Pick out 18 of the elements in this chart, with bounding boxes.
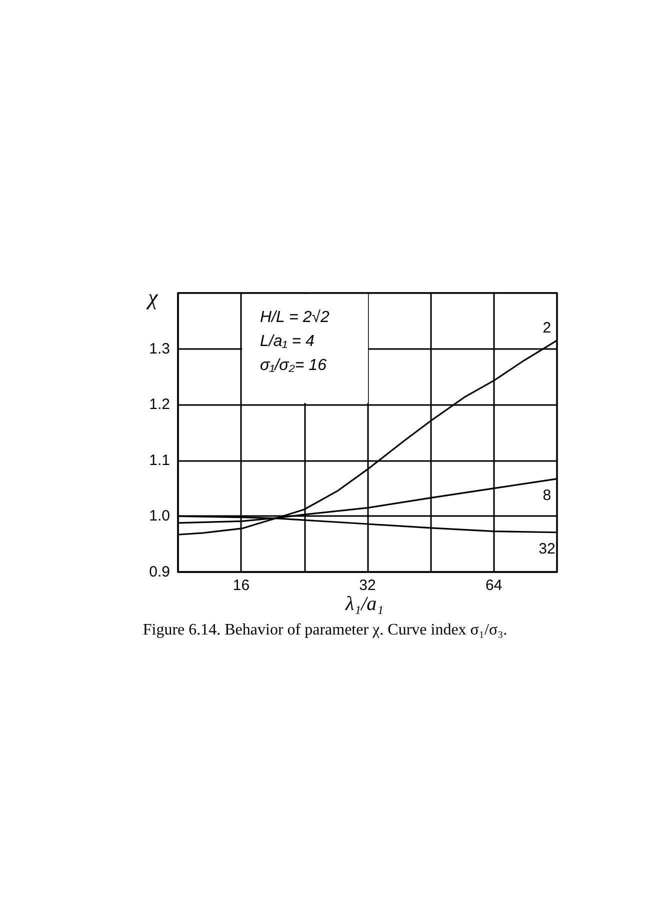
caption: Figure 6.14. Behavior of parameter χ. Curve index σ₁/σ₃. [142, 622, 508, 638]
y-axis-title: χ [146, 284, 159, 310]
y-tick-label: 1.0 [149, 508, 170, 525]
y-tick-label: 1.1 [149, 452, 170, 469]
x-axis-title: λ₁/a₁ [344, 593, 384, 615]
y-tick-label: 1.2 [149, 396, 170, 414]
annotation: σ₁/σ₂= 16 [260, 356, 328, 376]
annotation: L/a₁ = 4 [260, 332, 316, 352]
text-panel: H/L = 2√2 L/a₁ = 4 σ₁/σ₂= 16 [242, 294, 368, 403]
series-label: 32 [538, 540, 556, 558]
y-tick-label: 0.9 [149, 564, 170, 580]
series-label: 2 [542, 319, 552, 336]
x-tick-label: 32 [359, 577, 376, 594]
x-tick-label: 16 [232, 577, 250, 594]
annotation: H/L = 2√2 [260, 308, 330, 328]
y-tick-label: 1.3 [149, 340, 170, 358]
series-label: 8 [542, 486, 552, 504]
x-tick-label: 64 [486, 577, 502, 594]
